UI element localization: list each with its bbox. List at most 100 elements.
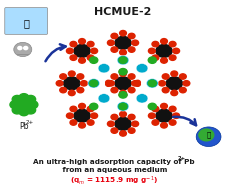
Text: Pb: Pb: [19, 122, 29, 132]
Circle shape: [107, 40, 114, 46]
Circle shape: [170, 90, 177, 96]
Circle shape: [179, 74, 185, 79]
Circle shape: [117, 56, 128, 65]
Circle shape: [128, 47, 134, 52]
Circle shape: [119, 50, 126, 55]
Circle shape: [121, 93, 126, 97]
Circle shape: [136, 64, 147, 73]
Circle shape: [111, 47, 117, 52]
FancyArrowPatch shape: [172, 117, 195, 125]
Circle shape: [70, 120, 76, 125]
Circle shape: [87, 120, 94, 125]
Circle shape: [118, 103, 126, 110]
Circle shape: [107, 121, 114, 126]
Circle shape: [134, 82, 140, 86]
Circle shape: [119, 30, 126, 36]
Circle shape: [66, 113, 73, 119]
Circle shape: [24, 46, 28, 50]
Circle shape: [12, 106, 22, 114]
Circle shape: [148, 57, 156, 63]
Circle shape: [119, 90, 126, 96]
Circle shape: [119, 70, 124, 74]
Circle shape: [107, 81, 114, 86]
Circle shape: [87, 41, 94, 47]
Circle shape: [19, 101, 29, 109]
Circle shape: [111, 88, 117, 93]
Circle shape: [77, 88, 83, 93]
Text: 🏭: 🏭: [23, 19, 29, 29]
Circle shape: [151, 55, 158, 60]
Circle shape: [160, 123, 167, 128]
Circle shape: [119, 71, 126, 76]
Circle shape: [114, 117, 131, 130]
Circle shape: [118, 69, 126, 75]
Circle shape: [70, 55, 76, 60]
Circle shape: [117, 102, 128, 111]
Circle shape: [19, 108, 29, 116]
Circle shape: [160, 103, 167, 109]
Circle shape: [128, 114, 134, 120]
Circle shape: [134, 80, 140, 84]
Circle shape: [131, 81, 138, 86]
Circle shape: [162, 88, 168, 93]
Circle shape: [10, 101, 20, 109]
Circle shape: [131, 121, 138, 126]
Circle shape: [148, 48, 155, 54]
Circle shape: [162, 74, 168, 79]
Circle shape: [87, 106, 94, 112]
Circle shape: [78, 103, 85, 109]
Circle shape: [165, 77, 182, 90]
Text: HCMUE-2: HCMUE-2: [94, 7, 151, 17]
Circle shape: [87, 79, 99, 88]
Text: 2+: 2+: [177, 156, 185, 161]
Circle shape: [119, 131, 126, 136]
FancyBboxPatch shape: [5, 8, 47, 34]
Circle shape: [148, 103, 156, 110]
Circle shape: [128, 74, 134, 79]
Circle shape: [89, 103, 97, 110]
Circle shape: [74, 109, 90, 122]
Circle shape: [114, 77, 131, 90]
Circle shape: [90, 48, 97, 54]
Circle shape: [89, 80, 97, 87]
Circle shape: [87, 55, 94, 60]
Circle shape: [158, 81, 165, 86]
Circle shape: [105, 82, 111, 86]
Circle shape: [78, 39, 85, 44]
Circle shape: [146, 79, 158, 88]
Circle shape: [182, 81, 189, 86]
Circle shape: [179, 88, 185, 93]
Circle shape: [121, 70, 126, 74]
Circle shape: [148, 80, 156, 87]
Circle shape: [98, 94, 109, 103]
Circle shape: [168, 106, 175, 112]
Circle shape: [151, 106, 158, 112]
Circle shape: [111, 114, 117, 120]
Text: from an aqueous medium: from an aqueous medium: [60, 167, 167, 173]
Circle shape: [90, 113, 97, 119]
Circle shape: [128, 88, 134, 93]
Circle shape: [168, 55, 175, 60]
Circle shape: [160, 58, 167, 63]
Circle shape: [63, 77, 79, 90]
Circle shape: [78, 123, 85, 128]
Circle shape: [78, 58, 85, 63]
Circle shape: [74, 44, 90, 57]
Circle shape: [111, 33, 117, 39]
Circle shape: [118, 57, 126, 63]
Circle shape: [89, 57, 97, 63]
Circle shape: [119, 93, 124, 97]
Circle shape: [131, 40, 138, 46]
Text: 🌱: 🌱: [206, 132, 210, 138]
Text: 2+: 2+: [25, 120, 34, 125]
Circle shape: [59, 74, 66, 79]
Circle shape: [12, 95, 22, 103]
Circle shape: [77, 74, 83, 79]
Circle shape: [111, 74, 117, 79]
Circle shape: [19, 94, 29, 101]
Circle shape: [14, 42, 32, 57]
Circle shape: [18, 46, 22, 50]
Circle shape: [26, 106, 35, 114]
Circle shape: [28, 101, 38, 109]
Circle shape: [98, 64, 109, 73]
